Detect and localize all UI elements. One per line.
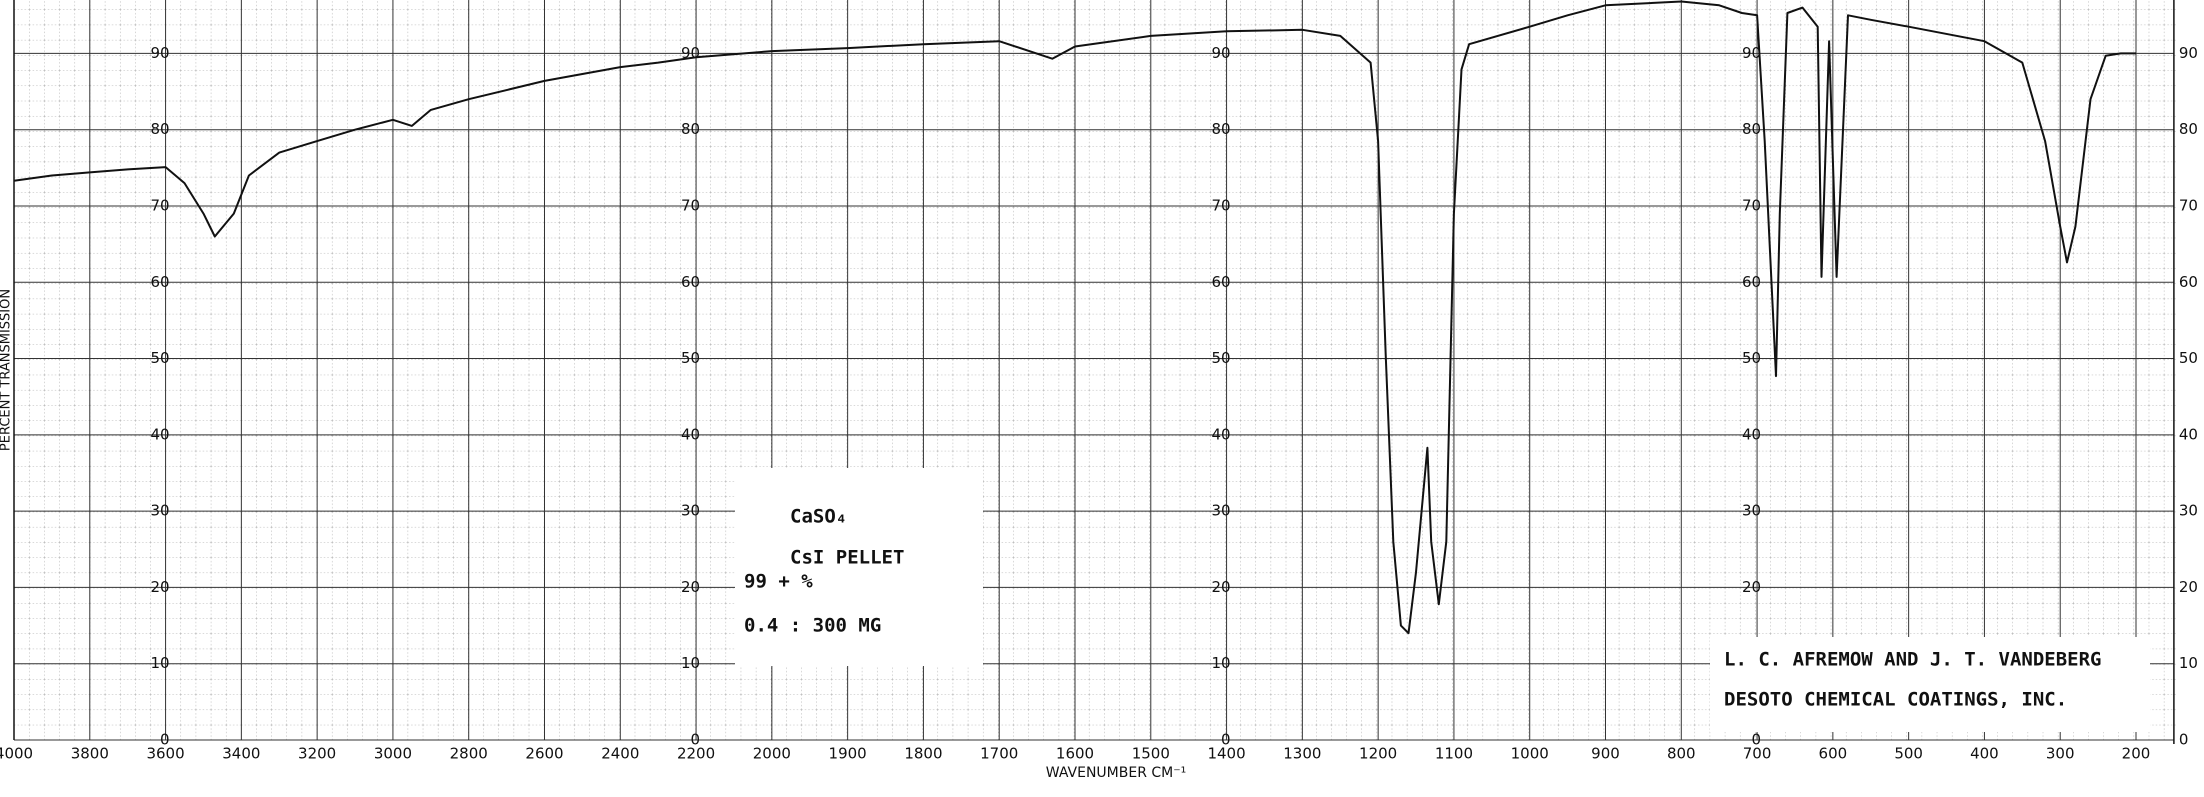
annotation: 0.4 : 300 MG: [744, 615, 881, 637]
credit: L. C. AFREMOW AND J. T. VANDEBERG: [1724, 649, 2102, 671]
y-tick-label: 20: [150, 578, 169, 596]
y-tick-label: 20: [1742, 578, 1761, 596]
x-tick-label: 3800: [71, 745, 109, 763]
y-tick-label: 90: [1742, 44, 1761, 62]
y-tick-label: 20: [2179, 578, 2198, 596]
x-tick-label: 1700: [980, 745, 1018, 763]
x-tick-label: 3600: [146, 745, 184, 763]
x-tick-label: 2000: [753, 745, 791, 763]
x-tick-label: 3000: [374, 745, 412, 763]
y-tick-label: 90: [1211, 44, 1230, 62]
note-box: [735, 468, 983, 666]
y-tick-label: 20: [1211, 578, 1230, 596]
x-tick-label: 1000: [1511, 745, 1549, 763]
y-tick-label: 0: [1221, 731, 1231, 749]
y-tick-label: 10: [150, 654, 169, 672]
x-tick-label: 300: [2046, 745, 2075, 763]
credit: DESOTO CHEMICAL COATINGS, INC.: [1724, 689, 2067, 711]
y-tick-label: 70: [1742, 196, 1761, 214]
y-tick-label: 90: [150, 44, 169, 62]
y-tick-label: 70: [1211, 196, 1230, 214]
x-tick-label: 700: [1743, 745, 1772, 763]
y-tick-label: 40: [1211, 425, 1230, 443]
x-tick-label: 4000: [0, 745, 33, 763]
spectrum-line: [13, 0, 2136, 635]
y-axis-label: PERCENT TRANSMISSION: [0, 289, 14, 451]
x-tick-label: 3400: [222, 745, 260, 763]
y-tick-label: 50: [681, 349, 700, 367]
y-tick-label: 20: [681, 578, 700, 596]
y-tick-label: 90: [2179, 44, 2198, 62]
x-tick-label: 400: [1970, 745, 1999, 763]
y-tick-label: 70: [2179, 196, 2198, 214]
y-tick-label: 0: [691, 731, 701, 749]
y-tick-label: 30: [2179, 502, 2198, 520]
y-tick-label: 80: [150, 120, 169, 138]
y-tick-label: 80: [2179, 120, 2198, 138]
y-tick-label: 60: [150, 273, 169, 291]
y-tick-label: 50: [150, 349, 169, 367]
x-tick-label: 1600: [1056, 745, 1094, 763]
annotation: CaSO₄: [790, 506, 847, 528]
y-tick-label: 40: [150, 425, 169, 443]
x-tick-label: 900: [1591, 745, 1620, 763]
y-tick-label: 40: [2179, 425, 2198, 443]
y-tick-label: 50: [1211, 349, 1230, 367]
y-tick-label: 0: [160, 731, 170, 749]
y-tick-label: 10: [1211, 654, 1230, 672]
x-tick-label: 1500: [1132, 745, 1170, 763]
y-tick-label: 10: [681, 654, 700, 672]
y-tick-label: 0: [1752, 731, 1762, 749]
y-tick-label: 50: [2179, 349, 2198, 367]
minor-grid: [14, 0, 2176, 740]
x-tick-label: 1100: [1435, 745, 1473, 763]
credit-box: [1710, 637, 2150, 732]
y-tick-label: 10: [2179, 654, 2198, 672]
x-tick-label: 200: [2122, 745, 2151, 763]
x-tick-label: 2400: [601, 745, 639, 763]
x-tick-label: 600: [1819, 745, 1848, 763]
y-tick-label: 60: [2179, 273, 2198, 291]
y-tick-label: 0: [2179, 731, 2189, 749]
y-tick-label: 60: [681, 273, 700, 291]
x-tick-label: 2200: [677, 745, 715, 763]
y-tick-label: 80: [1742, 120, 1761, 138]
y-tick-label: 30: [681, 502, 700, 520]
y-tick-label: 80: [1211, 120, 1230, 138]
x-tick-label: 2800: [450, 745, 488, 763]
x-tick-label: 500: [1894, 745, 1923, 763]
annotation: CsI PELLET: [790, 547, 904, 569]
y-tick-label: 70: [150, 196, 169, 214]
y-tick-label: 40: [681, 425, 700, 443]
y-tick-label: 30: [1742, 502, 1761, 520]
y-tick-label: 60: [1742, 273, 1761, 291]
x-tick-label: 1300: [1283, 745, 1321, 763]
y-tick-label: 30: [1211, 502, 1230, 520]
x-tick-label: 1800: [904, 745, 942, 763]
x-tick-label: 3200: [298, 745, 336, 763]
x-tick-label: 800: [1667, 745, 1696, 763]
x-tick-label: 1900: [829, 745, 867, 763]
x-tick-label: 2600: [525, 745, 563, 763]
x-axis-label: WAVENUMBER CM⁻¹: [1046, 765, 1186, 781]
y-tick-label: 60: [1211, 273, 1230, 291]
annotation: 99 + %: [744, 571, 813, 593]
y-tick-label: 70: [681, 196, 700, 214]
x-tick-label: 1400: [1207, 745, 1245, 763]
y-tick-label: 80: [681, 120, 700, 138]
x-tick-label: 1200: [1359, 745, 1397, 763]
y-tick-label: 50: [1742, 349, 1761, 367]
y-tick-label: 30: [150, 502, 169, 520]
y-tick-label: 40: [1742, 425, 1761, 443]
